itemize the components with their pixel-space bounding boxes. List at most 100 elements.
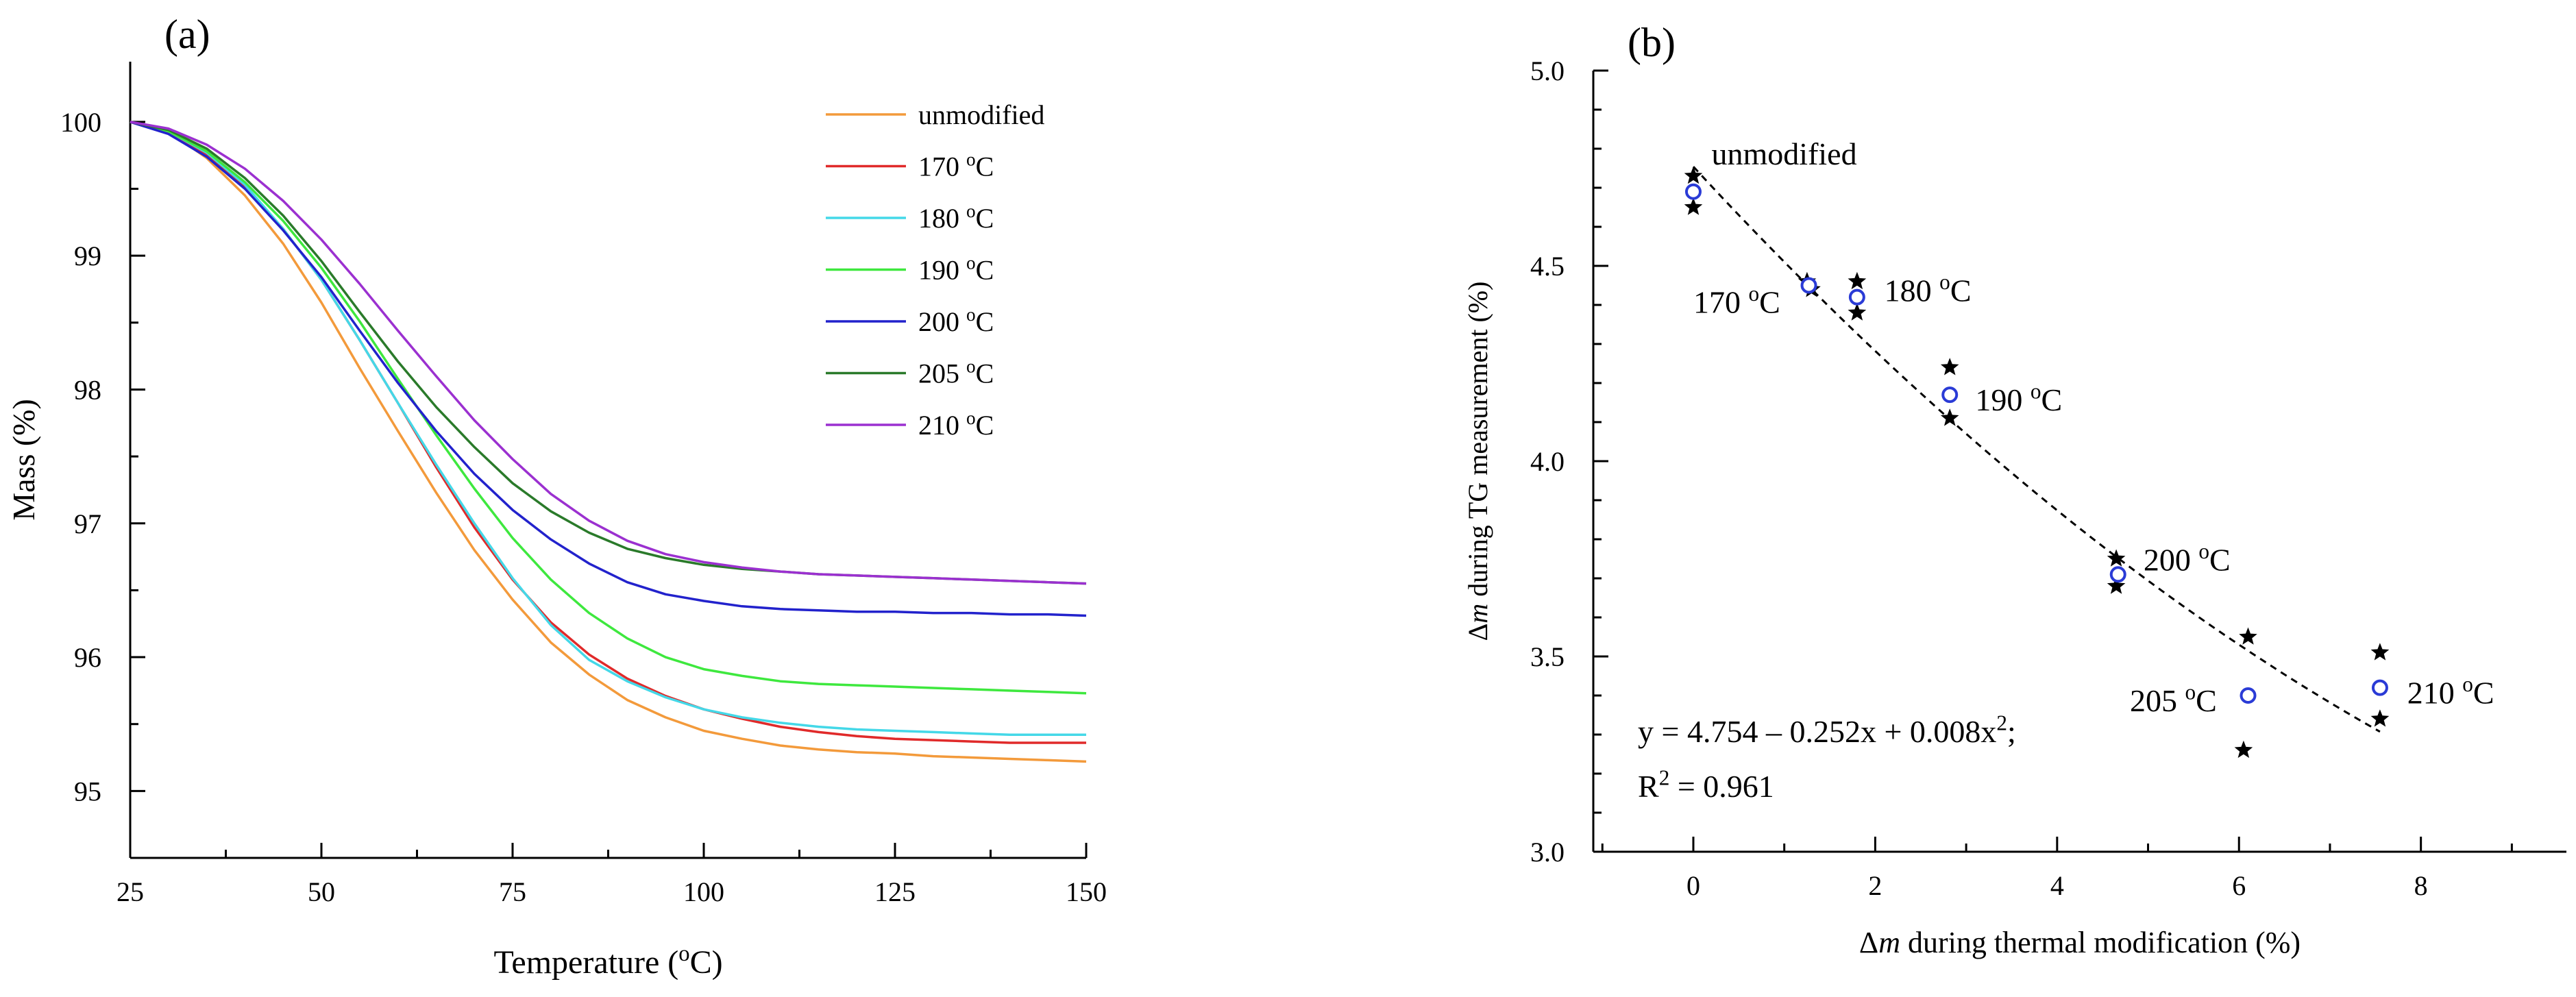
point-label: 210 oC xyxy=(2407,672,2494,710)
x-tick-label: 2 xyxy=(1868,870,1882,901)
series-line-200-oC xyxy=(130,121,1087,617)
point-label-text-end: C xyxy=(2209,543,2231,578)
x-axis-title-var: m xyxy=(1878,926,1900,959)
point-label: 205 oC xyxy=(2130,680,2217,717)
point-label-superscript: o xyxy=(2031,379,2041,403)
series-line-190-oC xyxy=(130,121,1087,695)
point-label: 190 oC xyxy=(1975,379,2062,417)
y-tick-label: 96 xyxy=(74,642,101,673)
y-tick-label: 4.0 xyxy=(1530,446,1565,477)
legend-label-text-end: C xyxy=(976,358,994,389)
legend-label-superscript: o xyxy=(966,149,976,169)
star-point xyxy=(1940,358,1959,376)
x-axis-title-superscript: o xyxy=(678,941,689,966)
fit-equation-superscript: 2 xyxy=(1996,711,2007,735)
point-label-text: 180 xyxy=(1885,273,1940,308)
x-tick-label: 50 xyxy=(308,876,335,907)
mean-point xyxy=(1684,183,1702,200)
y-axis-title-symbol: Δ xyxy=(1462,624,1493,641)
point-label-text: 200 xyxy=(2144,543,2199,578)
series-line-210-oC xyxy=(130,121,1087,585)
legend-label-text: 190 xyxy=(918,255,966,286)
mean-point xyxy=(1800,277,1817,294)
x-tick-label: 25 xyxy=(116,876,144,907)
point-label: 170 oC xyxy=(1693,282,1780,319)
legend-label-text: 200 xyxy=(918,306,966,337)
point-label-text-end: C xyxy=(2041,382,2063,417)
y-tick-label: 3.0 xyxy=(1530,837,1565,867)
legend-label-superscript: o xyxy=(966,252,976,273)
point-label-text: 190 xyxy=(1975,382,2031,417)
legend-label: 180 oC xyxy=(918,201,994,234)
legend-label-text-end: C xyxy=(976,306,994,337)
chart-a-mass-vs-temperature: 25 50 75 100 125 150 95 96 97 98 99 100 Temperature … xyxy=(6,62,1107,981)
mean-point xyxy=(1941,386,1959,404)
y-axis-title: Δm during TG measurement (%) xyxy=(1462,282,1493,641)
star-point xyxy=(2234,740,2253,759)
legend-label-superscript: o xyxy=(966,201,976,221)
star-point xyxy=(2107,549,2126,567)
star-point xyxy=(2239,627,2257,645)
mean-point xyxy=(1848,288,1865,306)
point-label: unmodified xyxy=(1712,136,1857,171)
fit-equation-text-end: ; xyxy=(2007,714,2016,749)
panel-a-label: (a) xyxy=(164,12,210,57)
x-tick-label: 125 xyxy=(874,876,916,907)
x-axis-title: Δm during thermal modification (%) xyxy=(1859,926,2301,959)
x-tick-label: 150 xyxy=(1066,876,1107,907)
star-point xyxy=(2370,709,2390,727)
point-label-superscript: o xyxy=(1748,282,1759,306)
point-label-text-end: C xyxy=(1759,284,1780,319)
fit-equation: y = 4.754 – 0.252x + 0.008x2; xyxy=(1638,711,2016,749)
y-axis-title: Mass (%) xyxy=(6,399,41,521)
point-label-text-end: C xyxy=(2196,683,2217,718)
point-label: 200 oC xyxy=(2144,539,2231,577)
legend-label-text: 210 xyxy=(918,410,966,441)
legend-label-text: 180 xyxy=(918,203,966,234)
x-tick-label: 0 xyxy=(1686,870,1700,901)
x-axis-title-rest: during thermal modification (%) xyxy=(1900,926,2301,959)
star-point xyxy=(1848,271,1867,290)
legend-label-text-end: C xyxy=(976,410,994,441)
star-point xyxy=(2370,643,2390,661)
point-label-text-end: C xyxy=(2473,675,2494,710)
star-point xyxy=(1940,408,1959,426)
legend-label: 210 oC xyxy=(918,408,994,441)
point-label-superscript: o xyxy=(2462,672,2473,696)
star-point xyxy=(1684,166,1703,184)
star-point xyxy=(2107,576,2126,594)
point-label-text: 205 xyxy=(2130,683,2185,718)
point-label-text: 170 xyxy=(1693,284,1749,319)
point-label-text-end: C xyxy=(1950,273,1972,308)
legend-label-text: unmodified xyxy=(918,99,1044,130)
y-tick-label: 4.5 xyxy=(1530,251,1565,282)
mean-point xyxy=(2109,566,2126,583)
mean-point xyxy=(2240,687,2257,704)
r-squared-text: R xyxy=(1638,769,1659,804)
chart-b-mass-loss-correlation: 0 2 4 6 8 3.0 3.5 4.0 4.5 5.0 Δm during thermal mo… xyxy=(1462,56,2566,959)
y-tick-label: 100 xyxy=(60,107,101,138)
y-tick-label: 97 xyxy=(74,508,101,539)
point-label-text: unmodified xyxy=(1712,136,1857,171)
legend-label: 200 oC xyxy=(918,304,994,337)
x-tick-label: 75 xyxy=(499,876,526,907)
mean-point xyxy=(2371,679,2388,696)
point-label-text: 210 xyxy=(2407,675,2463,710)
star-point xyxy=(1684,197,1703,215)
legend-label-superscript: o xyxy=(966,408,976,428)
legend-label: 190 oC xyxy=(918,252,994,285)
y-axis-title-rest: during TG measurement (%) xyxy=(1462,282,1493,604)
y-tick-label: 3.5 xyxy=(1530,641,1565,672)
legend-label-text-end: C xyxy=(976,255,994,286)
legend-label-text: 205 xyxy=(918,358,966,389)
legend-label-text-end: C xyxy=(976,203,994,234)
y-axis-title-var: m xyxy=(1462,604,1493,624)
x-tick-label: 6 xyxy=(2232,870,2246,901)
panel-b-label: (b) xyxy=(1628,20,1676,65)
legend-label: 170 oC xyxy=(918,149,994,182)
series-line-unmodified xyxy=(130,121,1087,763)
legend-label: unmodified xyxy=(918,99,1044,130)
y-tick-label: 98 xyxy=(74,374,101,405)
fit-equation-text: y = 4.754 – 0.252x + 0.008x xyxy=(1638,714,1996,749)
